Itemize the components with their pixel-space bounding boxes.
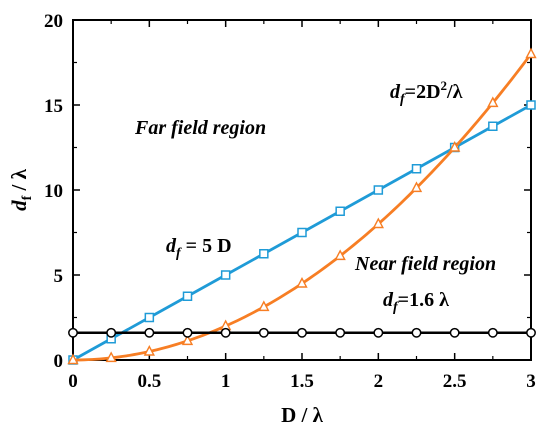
marker-triangle (525, 47, 537, 59)
x-tick-label: 2.5 (443, 371, 467, 392)
annotation-eq-quadratic: df=2D2/λ (390, 78, 463, 107)
marker-circle (144, 327, 155, 338)
x-axis-label: D / λ (281, 403, 324, 427)
annotation-far-field: Far field region (134, 117, 266, 139)
marker-circle (297, 327, 307, 338)
marker-triangle (487, 96, 499, 108)
y-tick-label: 20 (44, 11, 63, 32)
marker-circle (411, 327, 422, 338)
annotation-near-field: Near field region (354, 253, 496, 275)
marker-triangle (372, 217, 384, 229)
x-tick-label: 1.5 (290, 371, 314, 392)
marker-circle (182, 327, 193, 338)
marker-circle (373, 327, 384, 338)
x-tick-label: 3 (526, 371, 536, 392)
x-tick-label: 2 (374, 371, 384, 392)
annotation-eq-constant: df=1.6 λ (383, 289, 449, 315)
marker-circle (106, 327, 117, 338)
marker-square (373, 185, 384, 195)
marker-triangle (296, 277, 308, 288)
marker-circle (220, 327, 231, 338)
marker-circle (335, 327, 346, 338)
marker-square (297, 227, 307, 238)
eq-quadratic-tail: /λ (446, 81, 463, 103)
x-tick-label: 0.5 (137, 371, 161, 392)
y-axis-label-d: d (7, 200, 31, 211)
marker-triangle (67, 353, 79, 365)
marker-square (411, 164, 422, 174)
eq-linear-d: d (166, 235, 177, 257)
marker-triangle (181, 334, 194, 346)
y-axis-label-sub: f (20, 195, 35, 200)
series-linear (68, 100, 536, 365)
axis-ticks (72, 19, 532, 361)
marker-circle (258, 327, 269, 338)
y-tick-label: 10 (44, 181, 63, 202)
marker-square (144, 312, 155, 323)
y-tick-labels: 0 5 10 15 20 (44, 11, 63, 372)
y-tick-label: 0 (54, 351, 64, 372)
y-axis-label: df / λ (7, 168, 35, 211)
marker-triangle (105, 351, 117, 363)
marker-circle (68, 327, 78, 338)
eq-quadratic-rest: =2D (405, 81, 441, 103)
marker-circle (526, 327, 536, 338)
series-quadratic (67, 47, 537, 365)
eq-constant-sub: f (393, 300, 399, 315)
y-tick-label: 5 (54, 266, 64, 287)
marker-triangle (449, 141, 461, 152)
eq-linear-rest: = 5 D (181, 235, 232, 257)
marker-triangle (334, 249, 346, 261)
marker-square (488, 121, 498, 131)
marker-square (526, 100, 536, 110)
x-tick-label: 1 (221, 371, 231, 392)
y-tick-label: 15 (44, 96, 63, 117)
series-constant (68, 327, 536, 338)
marker-triangle (143, 345, 155, 356)
marker-triangle (410, 181, 423, 193)
annotation-eq-linear: df = 5 D (166, 235, 232, 261)
x-tick-label: 0 (68, 371, 78, 392)
marker-square (335, 206, 345, 216)
marker-square (182, 291, 193, 301)
x-tick-labels: 0 0.5 1 1.5 2 2.5 3 (68, 371, 536, 392)
series-layer (67, 47, 537, 365)
eq-quadratic-d: d (390, 81, 401, 103)
eq-quadratic-sub: f (400, 92, 406, 107)
marker-square (220, 270, 231, 280)
marker-circle (487, 327, 498, 338)
marker-circle (449, 327, 460, 338)
eq-constant-rest: =1.6 λ (398, 289, 449, 311)
eq-quadratic-sup: 2 (441, 78, 448, 93)
marker-square (259, 249, 269, 259)
y-axis-label-rest: / λ (7, 168, 31, 195)
eq-linear-sub: f (176, 246, 182, 261)
eq-constant-d: d (383, 289, 394, 311)
plot-frame (72, 19, 532, 361)
marker-triangle (258, 300, 270, 312)
